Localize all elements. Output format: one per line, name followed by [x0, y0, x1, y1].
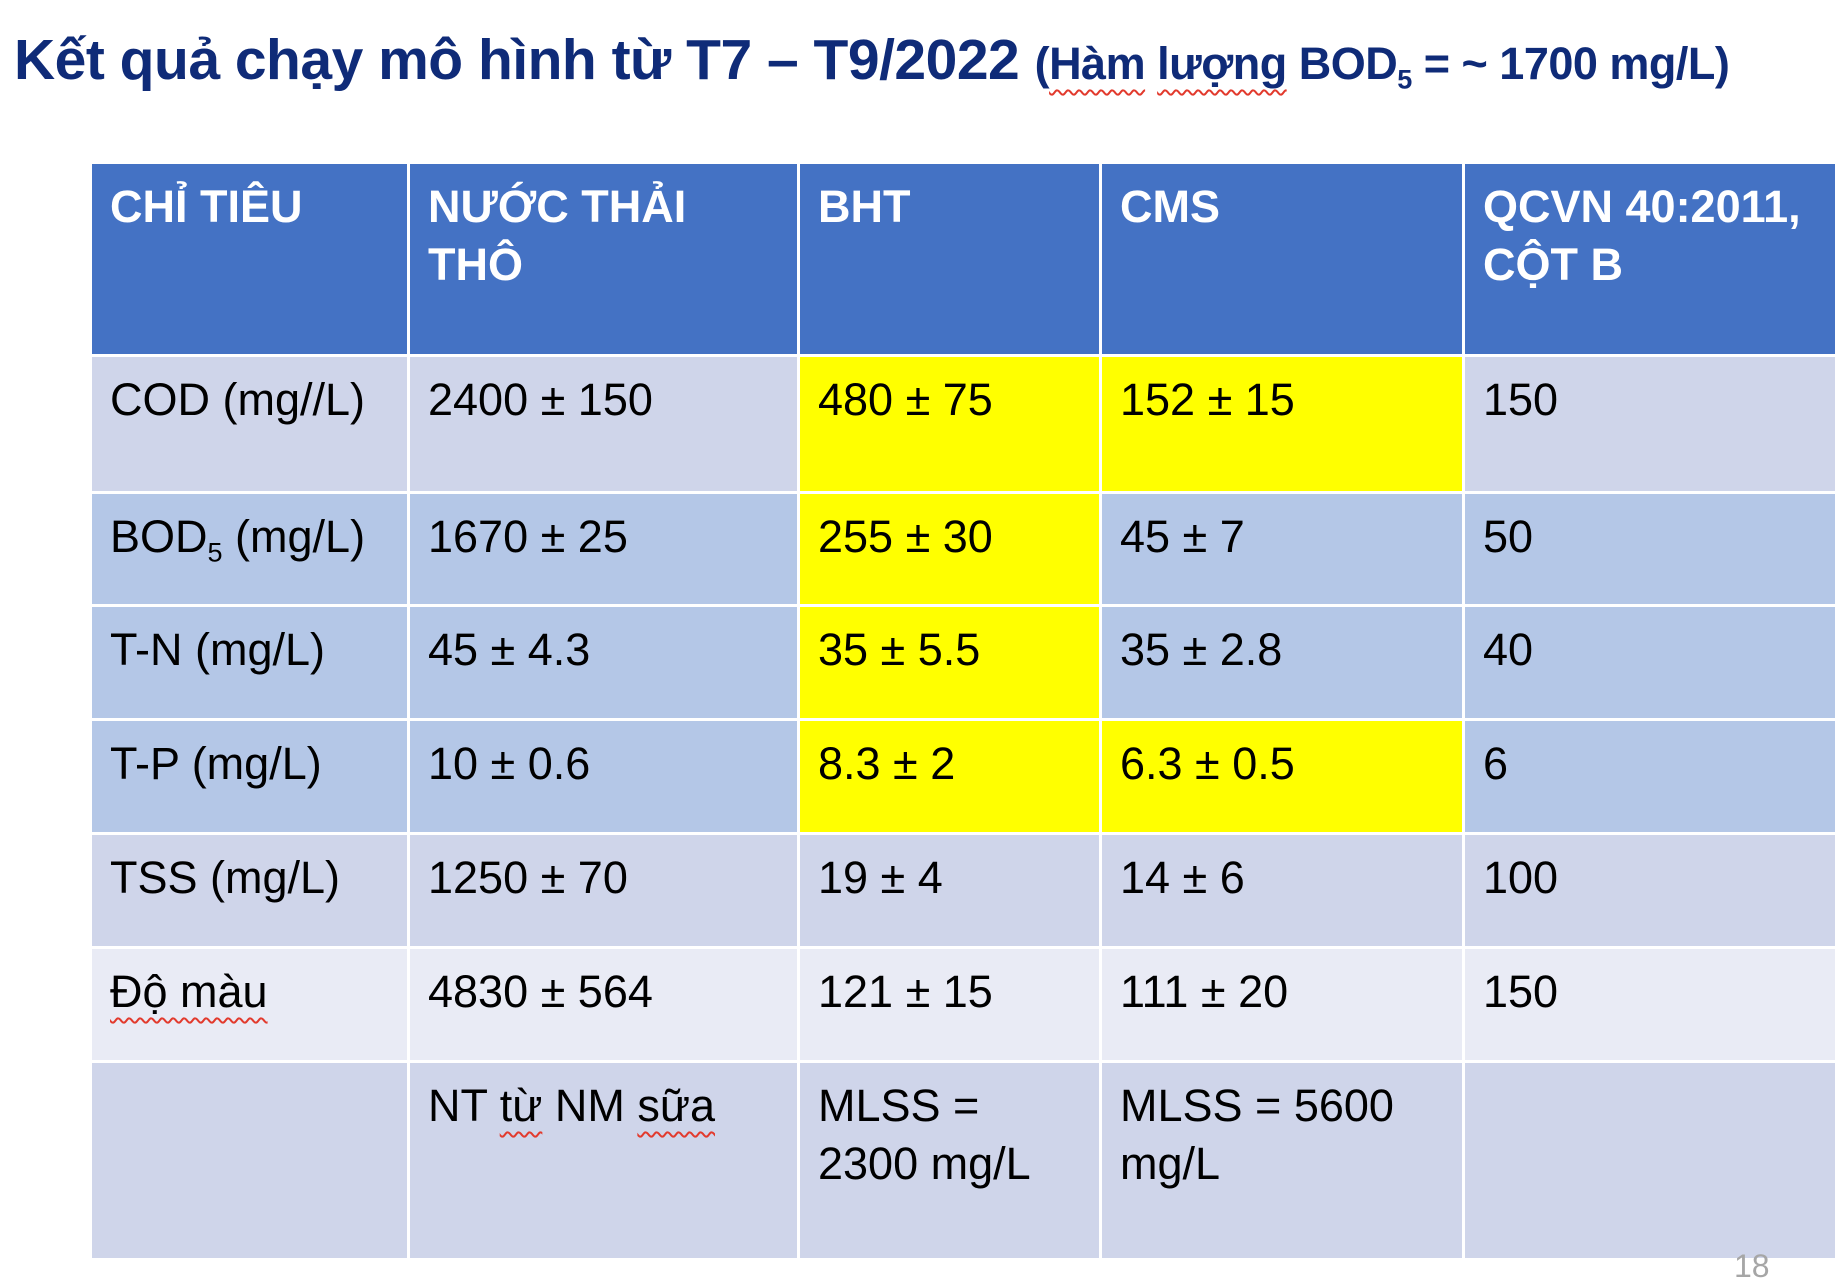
header-cell: BHT: [797, 161, 1102, 357]
cms-value-cell: 14 ± 6: [1099, 832, 1465, 949]
param-cell: BOD5 (mg/L): [89, 491, 410, 607]
table-row: COD (mg//L) 2400 ± 150 480 ± 75 152 ± 15…: [89, 354, 1838, 494]
param-cell: Độ màu: [89, 946, 410, 1063]
raw-value-cell: 10 ± 0.6: [407, 718, 800, 835]
table-row: TSS (mg/L) 1250 ± 70 19 ± 4 14 ± 6 100: [89, 832, 1838, 949]
table-row: NT từ NM sữa MLSS = 2300 mg/L MLSS = 560…: [89, 1060, 1838, 1261]
bht-value-cell: 255 ± 30: [797, 491, 1102, 607]
cms-value-cell: 152 ± 15: [1099, 354, 1465, 494]
raw-value-cell: 2400 ± 150: [407, 354, 800, 494]
cms-value-cell: 111 ± 20: [1099, 946, 1465, 1063]
header-row: CHỈ TIÊU NƯỚC THẢI THÔ BHT CMS QCVN 40:2…: [89, 161, 1838, 357]
header-cell: NƯỚC THẢI THÔ: [407, 161, 800, 357]
raw-value-cell: 1670 ± 25: [407, 491, 800, 607]
param-cell: T-P (mg/L): [89, 718, 410, 835]
bht-value-cell: 35 ± 5.5: [797, 604, 1102, 721]
qcvn-value-cell: 150: [1462, 946, 1838, 1063]
bht-value-cell: 480 ± 75: [797, 354, 1102, 494]
raw-value-cell: 4830 ± 564: [407, 946, 800, 1063]
cms-value-cell: MLSS = 5600 mg/L: [1099, 1060, 1465, 1261]
cms-value-cell: 6.3 ± 0.5: [1099, 718, 1465, 835]
cms-value-cell: 35 ± 2.8: [1099, 604, 1465, 721]
cms-value-cell: 45 ± 7: [1099, 491, 1465, 607]
qcvn-value-cell: 150: [1462, 354, 1838, 494]
table-row: Độ màu 4830 ± 564 121 ± 15 111 ± 20 150: [89, 946, 1838, 1063]
slide-title-main: Kết quả chạy mô hình từ T7 – T9/2022: [14, 28, 1020, 92]
bht-value-cell: MLSS = 2300 mg/L: [797, 1060, 1102, 1261]
qcvn-value-cell: [1462, 1060, 1838, 1261]
table-row: BOD5 (mg/L) 1670 ± 25 255 ± 30 45 ± 7 50: [89, 491, 1838, 607]
table-row: T-P (mg/L) 10 ± 0.6 8.3 ± 2 6.3 ± 0.5 6: [89, 718, 1838, 835]
page-number: 18: [1734, 1248, 1770, 1284]
bht-value-cell: 8.3 ± 2: [797, 718, 1102, 835]
raw-value-cell: 45 ± 4.3: [407, 604, 800, 721]
qcvn-value-cell: 50: [1462, 491, 1838, 607]
qcvn-value-cell: 40: [1462, 604, 1838, 721]
bht-value-cell: 121 ± 15: [797, 946, 1102, 1063]
header-cell: CHỈ TIÊU: [89, 161, 410, 357]
raw-value-cell: 1250 ± 70: [407, 832, 800, 949]
param-cell: [89, 1060, 410, 1261]
header-cell: QCVN 40:2011, CỘT B: [1462, 161, 1838, 357]
qcvn-value-cell: 6: [1462, 718, 1838, 835]
table-row: T-N (mg/L) 45 ± 4.3 35 ± 5.5 35 ± 2.8 40: [89, 604, 1838, 721]
qcvn-value-cell: 100: [1462, 832, 1838, 949]
slide-title: Kết quả chạy mô hình từ T7 – T9/2022 (Hà…: [14, 22, 1730, 102]
header-cell: CMS: [1099, 161, 1465, 357]
param-cell: T-N (mg/L): [89, 604, 410, 721]
slide-title-subtitle: (Hàm lượng BOD5 = ~ 1700 mg/L): [1034, 38, 1730, 95]
results-table: CHỈ TIÊU NƯỚC THẢI THÔ BHT CMS QCVN 40:2…: [89, 161, 1838, 1261]
bht-value-cell: 19 ± 4: [797, 832, 1102, 949]
param-cell: COD (mg//L): [89, 354, 410, 494]
param-cell: TSS (mg/L): [89, 832, 410, 949]
raw-value-cell: NT từ NM sữa: [407, 1060, 800, 1261]
